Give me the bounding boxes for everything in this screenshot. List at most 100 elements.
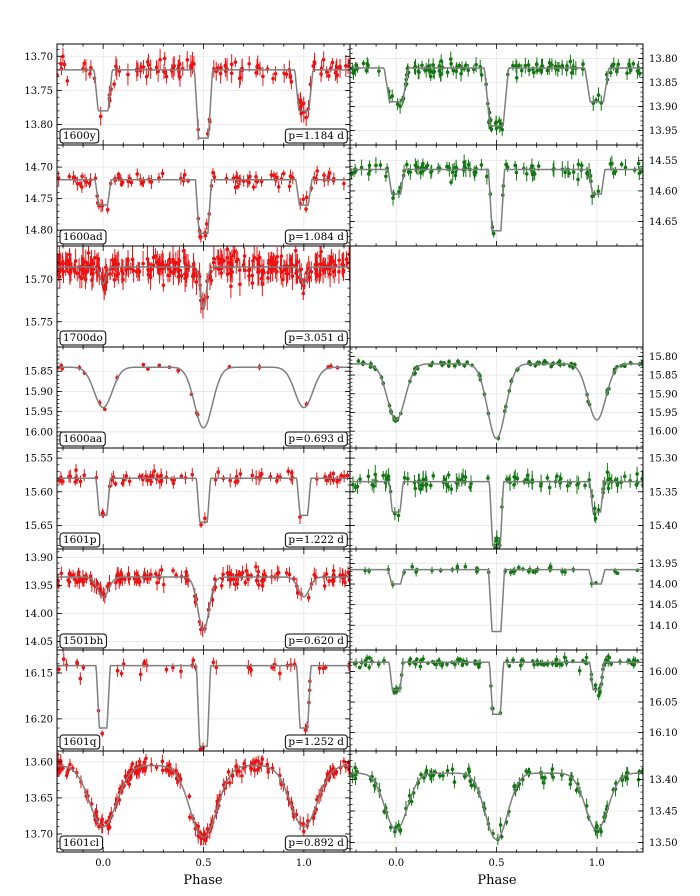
data-point xyxy=(182,173,187,177)
data-point xyxy=(127,479,132,484)
data-point xyxy=(247,61,251,66)
data-point xyxy=(142,660,147,664)
data-point xyxy=(255,768,260,772)
data-point xyxy=(121,277,125,282)
data-point xyxy=(176,368,180,373)
data-point xyxy=(413,662,418,666)
data-point xyxy=(545,68,550,73)
data-point xyxy=(260,757,265,761)
data-point xyxy=(61,766,65,770)
data-point xyxy=(81,665,86,670)
data-point xyxy=(168,269,173,274)
panel-left-row-0: 13.70 13.75 13.80 1600y p=1.184 d xyxy=(24,43,351,146)
data-point xyxy=(83,277,88,281)
data-point xyxy=(237,268,242,272)
data-point xyxy=(319,249,323,254)
data-point xyxy=(623,165,628,170)
data-point xyxy=(428,483,433,488)
data-point xyxy=(231,577,236,582)
data-point xyxy=(244,569,249,573)
data-point xyxy=(155,580,159,585)
data-point xyxy=(312,61,317,66)
star-id-tag: 1501bh xyxy=(59,633,107,649)
data-point xyxy=(532,662,536,667)
data-point xyxy=(606,486,611,491)
x-tick-label: 0.5 xyxy=(489,858,505,869)
data-point xyxy=(465,360,469,365)
data-point xyxy=(295,275,300,280)
data-point xyxy=(189,63,193,68)
data-point xyxy=(166,273,170,278)
data-point xyxy=(450,767,455,772)
period-tag: p=1.184 d xyxy=(284,128,348,144)
data-point xyxy=(438,773,442,778)
data-point xyxy=(157,363,162,368)
data-point xyxy=(408,657,413,661)
data-point xyxy=(545,476,550,480)
model-curve xyxy=(350,168,643,232)
data-point xyxy=(114,580,118,585)
data-point xyxy=(319,72,323,76)
star-id-tag: 1601cl xyxy=(59,835,104,851)
data-point xyxy=(446,473,451,477)
data-point xyxy=(425,163,430,168)
data-point xyxy=(327,579,331,583)
data-point xyxy=(596,508,601,512)
data-point xyxy=(447,359,451,364)
data-point xyxy=(177,268,182,273)
y-tick-label: 15.95 xyxy=(24,407,53,418)
data-point xyxy=(378,163,383,167)
data-point xyxy=(530,163,534,168)
x-tick-label: 0.0 xyxy=(95,858,111,869)
model-curve xyxy=(57,366,350,429)
data-point xyxy=(453,662,457,667)
data-point xyxy=(162,56,167,61)
data-point xyxy=(116,172,121,177)
y-tick-label: 14.70 xyxy=(24,163,53,174)
data-point xyxy=(112,82,116,86)
data-point xyxy=(171,260,176,264)
data-point xyxy=(136,577,141,582)
data-point xyxy=(442,477,447,482)
data-point xyxy=(512,483,516,487)
data-point xyxy=(463,564,468,569)
data-point xyxy=(604,658,608,662)
data-point xyxy=(59,478,64,483)
data-point xyxy=(281,171,286,176)
data-point xyxy=(182,256,187,260)
data-point xyxy=(130,762,135,766)
data-point xyxy=(562,655,567,660)
data-point xyxy=(278,671,282,676)
data-point xyxy=(466,767,471,772)
data-point xyxy=(514,75,519,80)
data-point xyxy=(105,207,110,212)
data-point xyxy=(190,274,195,279)
y-tick-label: 16.05 xyxy=(649,698,678,709)
data-points xyxy=(57,463,350,528)
data-point xyxy=(322,173,326,178)
data-point xyxy=(196,824,201,829)
data-point xyxy=(144,756,148,761)
data-point xyxy=(450,170,455,175)
data-point xyxy=(445,662,449,667)
data-point xyxy=(581,62,585,66)
data-point xyxy=(102,407,107,412)
data-point xyxy=(547,485,552,490)
data-point xyxy=(373,472,378,477)
data-point xyxy=(448,57,453,61)
panel-right-row-6: 16.00 16.05 16.10 xyxy=(349,649,678,752)
data-point xyxy=(327,171,332,175)
model-curve xyxy=(350,568,643,633)
data-point xyxy=(179,474,184,479)
data-point xyxy=(259,471,264,476)
data-point xyxy=(342,181,346,186)
model-curve xyxy=(350,661,643,716)
y-tick-label: 15.85 xyxy=(649,371,678,382)
data-point xyxy=(507,664,512,668)
data-point xyxy=(304,195,309,200)
data-point xyxy=(223,63,228,68)
data-point xyxy=(527,359,532,364)
y-tick-label: 14.80 xyxy=(24,226,53,237)
data-point xyxy=(75,181,80,186)
data-point xyxy=(270,256,274,260)
